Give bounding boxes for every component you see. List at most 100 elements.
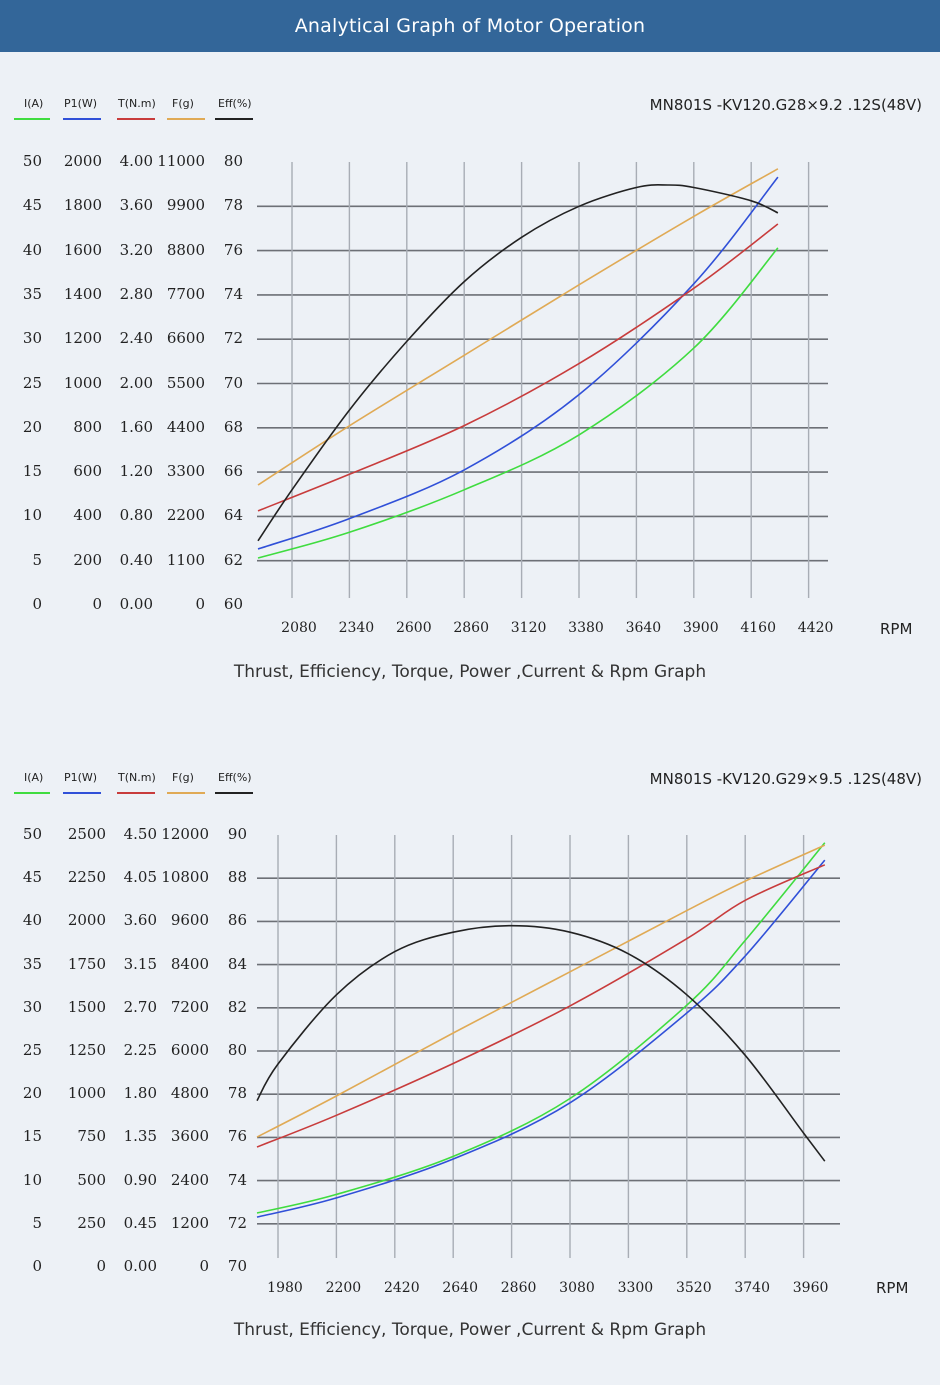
y-tick-label: 74 <box>223 284 243 303</box>
x-tick-label: 3080 <box>559 1280 595 1296</box>
y-tick-label: 80 <box>223 152 243 170</box>
y-tick-label: 3.20 <box>119 240 153 259</box>
legend-label: P1(W) <box>64 771 98 784</box>
y-tick-label: 10800 <box>161 868 209 887</box>
x-tick-label: 3900 <box>682 620 719 636</box>
y-tick-label: 15 <box>22 1127 42 1146</box>
y-tick-label: 72 <box>227 1213 247 1232</box>
y-tick-label: 86 <box>227 911 247 930</box>
legend-swatch <box>167 118 205 120</box>
x-tick-label: 2200 <box>325 1280 362 1296</box>
y-tick-label: 78 <box>227 1084 247 1103</box>
y-tick-label: 1.35 <box>123 1127 157 1146</box>
y-tick-label: 250 <box>77 1213 106 1232</box>
y-tick-label: 62 <box>223 550 243 569</box>
x-tick-label: 2860 <box>500 1280 537 1296</box>
y-tick-label: 8400 <box>170 954 209 973</box>
y-tick-label: 0 <box>32 595 42 613</box>
y-tick-label: 80 <box>227 1041 247 1059</box>
chart-1-x-label: RPM <box>880 620 913 638</box>
y-tick-label: 600 <box>73 462 102 481</box>
legend-label: T(N.m) <box>118 97 156 110</box>
y-tick-label: 4.05 <box>123 868 157 887</box>
y-tick-label: 2250 <box>67 868 106 887</box>
y-tick-label: 15 <box>22 462 42 481</box>
legend-label: P1(W) <box>64 97 98 110</box>
y-tick-label: 50 <box>22 825 42 843</box>
series-line-ia <box>256 842 826 1214</box>
chart-1-model-title: MN801S -KV120.G28×9.2 .12S(48V) <box>649 96 922 114</box>
y-tick-label: 20 <box>22 417 42 436</box>
y-tick-label: 25 <box>22 373 42 392</box>
series-line-eff <box>257 184 779 542</box>
series-line-ia <box>257 247 779 559</box>
y-tick-label: 2000 <box>63 152 102 170</box>
y-tick-label: 2.40 <box>119 329 153 348</box>
legend-swatch <box>63 792 101 794</box>
y-tick-label: 4400 <box>166 417 205 436</box>
y-tick-label: 4.00 <box>119 152 153 170</box>
y-tick-label: 76 <box>227 1127 247 1146</box>
x-tick-label: 3520 <box>675 1280 712 1296</box>
y-tick-label: 0.00 <box>123 1257 157 1275</box>
x-tick-label: 3740 <box>734 1280 770 1296</box>
y-tick-label: 40 <box>22 911 42 930</box>
x-tick-label: 4420 <box>797 620 834 636</box>
y-tick-label: 68 <box>223 417 243 436</box>
y-tick-label: 3300 <box>166 462 205 481</box>
series-line-fg <box>257 168 779 486</box>
legend-label: Eff(%) <box>218 771 252 784</box>
y-tick-label: 20 <box>22 1084 42 1103</box>
y-tick-label: 64 <box>223 506 243 525</box>
x-tick-label: 2080 <box>281 620 317 636</box>
y-tick-label: 12000 <box>161 825 209 843</box>
y-tick-label: 60 <box>223 595 243 613</box>
y-tick-label: 2400 <box>170 1170 209 1189</box>
x-tick-label: 3120 <box>510 620 547 636</box>
y-tick-label: 1.20 <box>119 462 153 481</box>
y-tick-label: 40 <box>22 240 42 259</box>
y-tick-label: 7200 <box>170 997 209 1016</box>
x-tick-label: 3300 <box>617 1280 654 1296</box>
y-tick-label: 2.00 <box>119 373 153 392</box>
y-tick-label: 25 <box>22 1041 42 1059</box>
y-tick-label: 1200 <box>63 329 102 348</box>
y-tick-label: 8800 <box>166 240 205 259</box>
x-tick-label: 2340 <box>338 620 375 636</box>
legend-label: F(g) <box>172 97 194 110</box>
y-tick-label: 0 <box>195 595 205 613</box>
x-tick-label: 2860 <box>453 620 489 636</box>
y-tick-label: 3.15 <box>123 954 157 973</box>
y-tick-label: 2000 <box>67 911 106 930</box>
x-tick-label: 3380 <box>568 620 604 636</box>
legend-swatch <box>215 118 253 120</box>
x-tick-label: 2640 <box>442 1280 478 1296</box>
y-tick-label: 1.80 <box>123 1084 157 1103</box>
x-tick-label: 4160 <box>740 620 776 636</box>
legend-swatch <box>14 118 50 120</box>
x-tick-label: 1980 <box>267 1280 303 1296</box>
y-tick-label: 1.60 <box>119 417 153 436</box>
y-tick-label: 4800 <box>170 1084 209 1103</box>
y-tick-label: 0 <box>199 1257 209 1275</box>
y-tick-label: 2.25 <box>123 1041 157 1059</box>
legend-swatch <box>215 792 253 794</box>
y-tick-label: 1000 <box>67 1084 106 1103</box>
y-tick-label: 70 <box>223 373 243 392</box>
legend-label: Eff(%) <box>218 97 252 110</box>
y-tick-label: 5500 <box>166 373 205 392</box>
page-header: Analytical Graph of Motor Operation <box>0 0 940 52</box>
y-tick-label: 30 <box>22 997 42 1016</box>
y-tick-label: 4.50 <box>123 825 157 843</box>
series-line-p1w <box>257 176 779 550</box>
y-tick-label: 0.40 <box>119 550 153 569</box>
chart-1-caption: Thrust, Efficiency, Torque, Power ,Curre… <box>233 662 707 682</box>
y-tick-label: 76 <box>223 240 243 259</box>
y-tick-label: 5 <box>32 1213 42 1232</box>
y-tick-label: 66 <box>223 462 243 481</box>
y-tick-label: 90 <box>227 825 247 843</box>
x-tick-label: 2600 <box>395 620 432 636</box>
chart-1-plot <box>257 162 828 598</box>
y-tick-label: 35 <box>22 954 42 973</box>
y-tick-label: 10 <box>22 506 42 525</box>
